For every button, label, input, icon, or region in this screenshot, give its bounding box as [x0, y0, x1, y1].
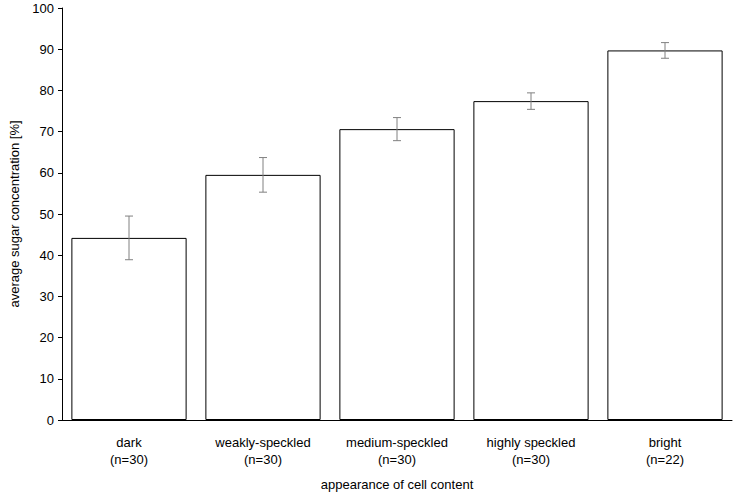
svg-text:(n=30): (n=30) [512, 452, 550, 467]
svg-text:60: 60 [40, 165, 54, 180]
svg-text:appearance of cell content: appearance of cell content [321, 477, 474, 492]
svg-text:20: 20 [40, 330, 54, 345]
svg-text:medium-speckled: medium-speckled [346, 435, 448, 450]
svg-text:30: 30 [40, 289, 54, 304]
svg-text:90: 90 [40, 42, 54, 57]
svg-text:70: 70 [40, 124, 54, 139]
svg-text:10: 10 [40, 371, 54, 386]
svg-text:(n=30): (n=30) [378, 452, 416, 467]
svg-text:average sugar concentration [%: average sugar concentration [%] [7, 120, 22, 307]
svg-text:dark: dark [116, 435, 142, 450]
svg-text:40: 40 [40, 248, 54, 263]
svg-text:(n=30): (n=30) [244, 452, 282, 467]
svg-text:(n=22): (n=22) [646, 452, 684, 467]
svg-text:bright: bright [649, 435, 682, 450]
svg-text:0: 0 [47, 413, 54, 428]
svg-text:highly speckled: highly speckled [487, 435, 576, 450]
svg-text:80: 80 [40, 83, 54, 98]
svg-text:50: 50 [40, 207, 54, 222]
svg-text:weakly-speckled: weakly-speckled [214, 435, 310, 450]
svg-text:(n=30): (n=30) [110, 452, 148, 467]
svg-text:100: 100 [32, 1, 54, 16]
